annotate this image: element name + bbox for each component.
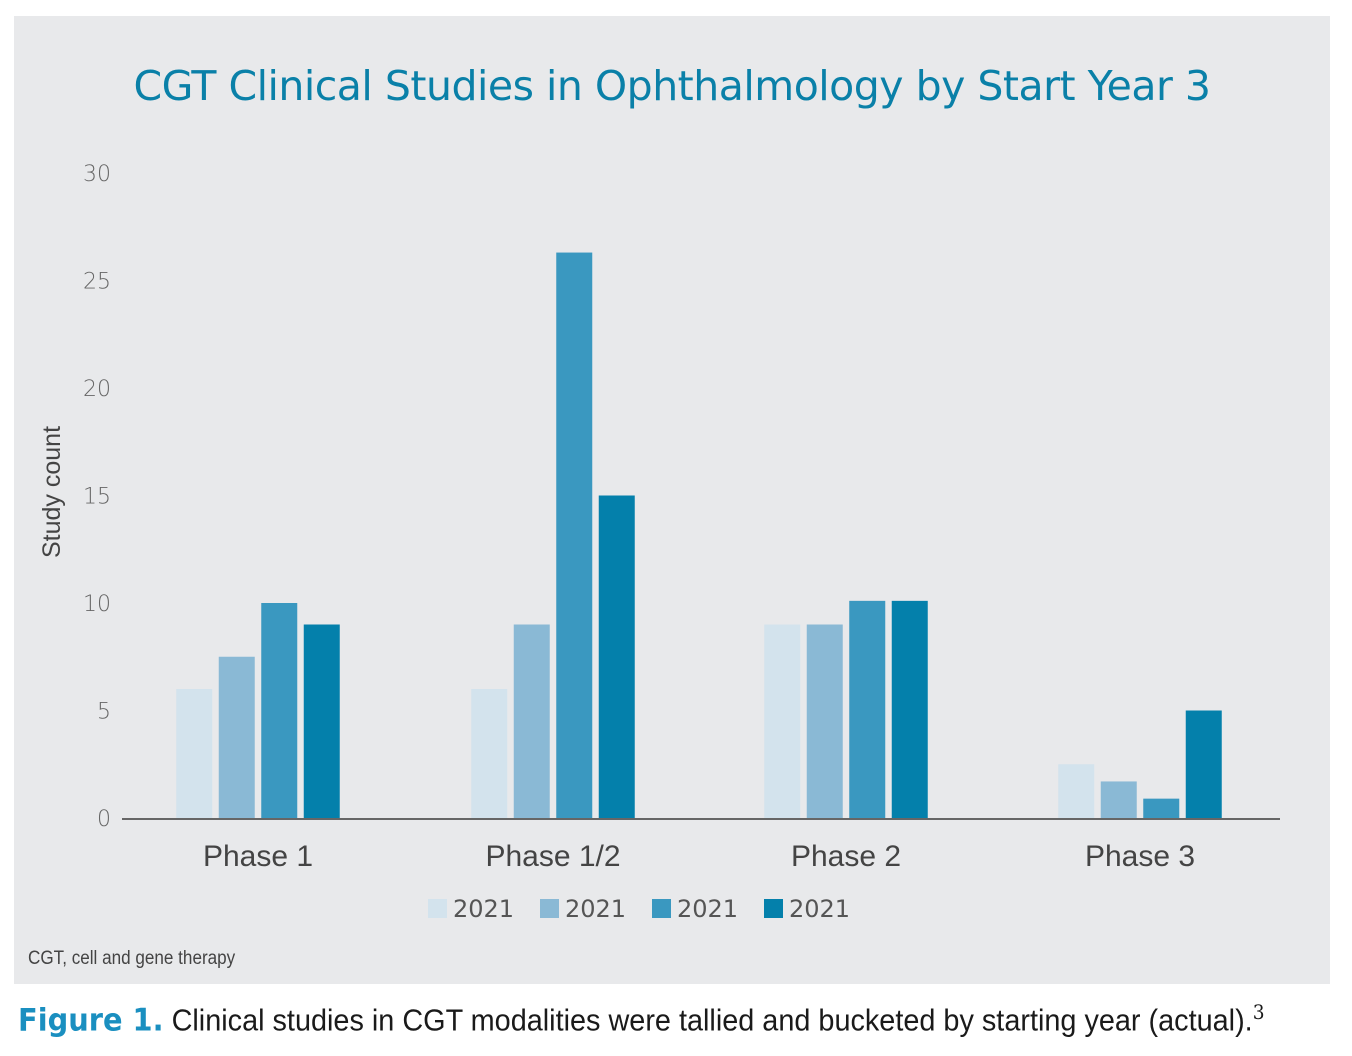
- bar-phase-1-series-3: [261, 603, 298, 818]
- legend-label: 2021: [565, 895, 626, 923]
- bar-phase-1-series-4: [303, 624, 340, 818]
- y-tick-label: 5: [97, 700, 111, 725]
- bar-phase-1-2-series-1: [471, 689, 508, 818]
- x-axis-categories: Phase 1 Phase 1/2 Phase 2 Phase 3: [203, 840, 1195, 873]
- x-category-label: Phase 3: [1085, 840, 1195, 873]
- y-tick-label: 10: [83, 592, 111, 617]
- footnote: CGT, cell and gene therapy: [28, 948, 236, 969]
- x-category-label: Phase 2: [791, 840, 901, 873]
- y-axis-label: Study count: [38, 426, 66, 558]
- y-tick-label: 0: [97, 807, 111, 832]
- legend-swatch: [428, 899, 447, 918]
- y-tick-label: 25: [83, 270, 111, 295]
- bar-phase-1-series-2: [218, 656, 255, 818]
- bar-phase-2-series-2: [806, 624, 843, 818]
- y-tick-label: 30: [83, 162, 111, 187]
- legend-swatch: [540, 899, 559, 918]
- bar-phase-1-2-series-4: [598, 495, 635, 818]
- chart-panel: CGT Clinical Studies in Ophthalmology by…: [14, 16, 1330, 984]
- caption-label: Figure 1.: [18, 1002, 164, 1039]
- bar-phase-3-series-4: [1185, 710, 1222, 818]
- y-tick-label: 15: [83, 485, 111, 510]
- bar-phase-1-2-series-3: [556, 252, 593, 819]
- bar-phase-1-2-series-2: [513, 624, 550, 818]
- bar-phase-3-series-1: [1058, 764, 1095, 818]
- bar-phase-1-series-1: [176, 689, 213, 818]
- legend-swatch: [764, 899, 783, 918]
- x-category-label: Phase 1/2: [485, 840, 620, 873]
- legend: 2021 2021 2021 2021: [428, 895, 850, 923]
- y-axis-ticks: 0 5 10 15 20 25 30: [83, 162, 111, 832]
- bar-phase-3-series-3: [1143, 798, 1180, 818]
- legend-label: 2021: [453, 895, 514, 923]
- bar-phase-3-series-2: [1100, 781, 1137, 818]
- bar-phase-2-series-4: [891, 600, 928, 818]
- bar-phase-2-series-3: [849, 600, 886, 818]
- figure-caption: Figure 1. Clinical studies in CGT modali…: [18, 1000, 1265, 1038]
- bar-phase-2-series-1: [764, 624, 801, 818]
- legend-swatch: [652, 899, 671, 918]
- y-tick-label: 20: [83, 377, 111, 402]
- bar-chart: Study count 0 5 10 15 20 25 30 Phase 1 Phase 1/…: [38, 162, 1280, 923]
- caption-text: Clinical studies in CGT modalities were …: [171, 1002, 1253, 1038]
- x-category-label: Phase 1: [203, 840, 313, 873]
- chart-title: CGT Clinical Studies in Ophthalmology by…: [133, 62, 1211, 110]
- bars: [176, 252, 1222, 819]
- caption-superscript: 3: [1252, 1000, 1265, 1024]
- legend-label: 2021: [789, 895, 850, 923]
- y-axis-label-group: Study count: [38, 426, 66, 558]
- legend-label: 2021: [677, 895, 738, 923]
